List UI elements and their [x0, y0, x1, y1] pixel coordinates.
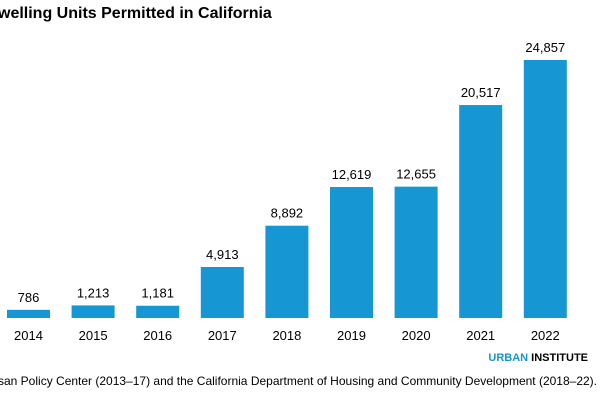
data-label: 20,517 [461, 85, 501, 100]
data-label: 786 [18, 290, 40, 305]
logo-institute: INSTITUTE [528, 352, 588, 364]
bar-2020 [394, 186, 438, 318]
data-label: 12,619 [332, 167, 372, 182]
bar-2014 [7, 309, 50, 318]
x-tick-label: 2018 [272, 328, 301, 343]
bar-2018 [265, 225, 309, 318]
data-label: 4,913 [206, 247, 239, 262]
data-label: 24,857 [525, 40, 565, 55]
source-note: san Policy Center (2013–17) and the Cali… [0, 374, 597, 388]
bar-2021 [459, 105, 503, 318]
bar-2019 [330, 187, 373, 318]
x-tick-label: 2015 [79, 328, 108, 343]
data-label: 1,213 [77, 285, 110, 300]
logo-urban: URBAN [488, 352, 529, 364]
x-tick-label: 2017 [208, 328, 237, 343]
data-label: 12,655 [396, 167, 436, 182]
bar-2016 [136, 305, 180, 318]
x-tick-label: 2020 [402, 328, 431, 343]
chart-title: welling Units Permitted in California [0, 5, 272, 22]
bar-2015 [71, 305, 115, 318]
x-tick-label: 2014 [14, 328, 43, 343]
bar-2022 [523, 60, 567, 318]
x-tick-label: 2016 [143, 328, 172, 343]
data-label: 1,181 [141, 286, 174, 301]
urban-institute-logo: URBAN INSTITUTE [488, 352, 588, 364]
data-label: 8,892 [271, 206, 304, 221]
x-tick-label: 2022 [531, 328, 560, 343]
x-tick-label: 2021 [466, 328, 495, 343]
bar-2017 [200, 267, 244, 318]
x-tick-label: 2019 [337, 328, 366, 343]
